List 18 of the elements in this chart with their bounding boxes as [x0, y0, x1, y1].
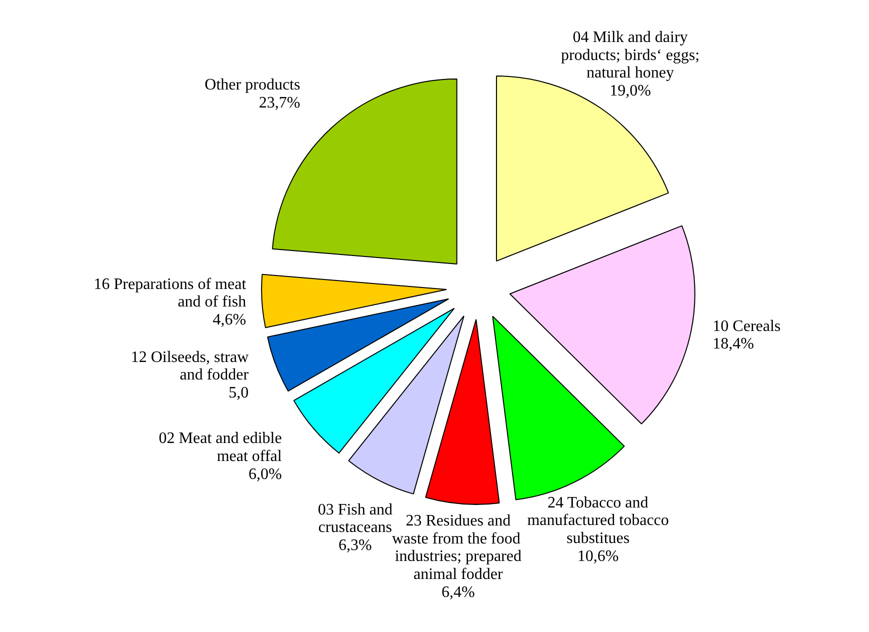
data-label: 6,4% [442, 584, 475, 601]
slice-label: 23 Residues and waste from the food industries; prepared animal fodder [392, 512, 522, 584]
slice-label: 16 Preparations of meat and of fish [94, 276, 247, 311]
data-label: 6,3% [338, 537, 372, 554]
slice-label: Other products [204, 76, 300, 94]
slice-label: 10 Cereals [712, 318, 781, 335]
data-label: 18,4% [712, 336, 754, 353]
slice-label: 12 Oilseeds, straw and fodder [130, 348, 250, 384]
slice-label: 04 Milk and dairy products; birds‘ eggs; natural honey [560, 28, 700, 82]
slice-label: 24 Tobacco and manufactured tobacco substitues [527, 494, 669, 548]
slice-label: 02 Meat and edible meat offal [158, 430, 282, 466]
slice-label: 03 Fish and crustaceans [318, 501, 393, 536]
data-label: 6,0% [248, 466, 282, 483]
data-label: 23,7% [258, 94, 300, 112]
data-label: 4,6% [212, 311, 246, 328]
data-label: 19,0% [610, 82, 651, 100]
data-label: 10,6% [577, 548, 619, 565]
data-label: 5,0 [228, 384, 249, 402]
